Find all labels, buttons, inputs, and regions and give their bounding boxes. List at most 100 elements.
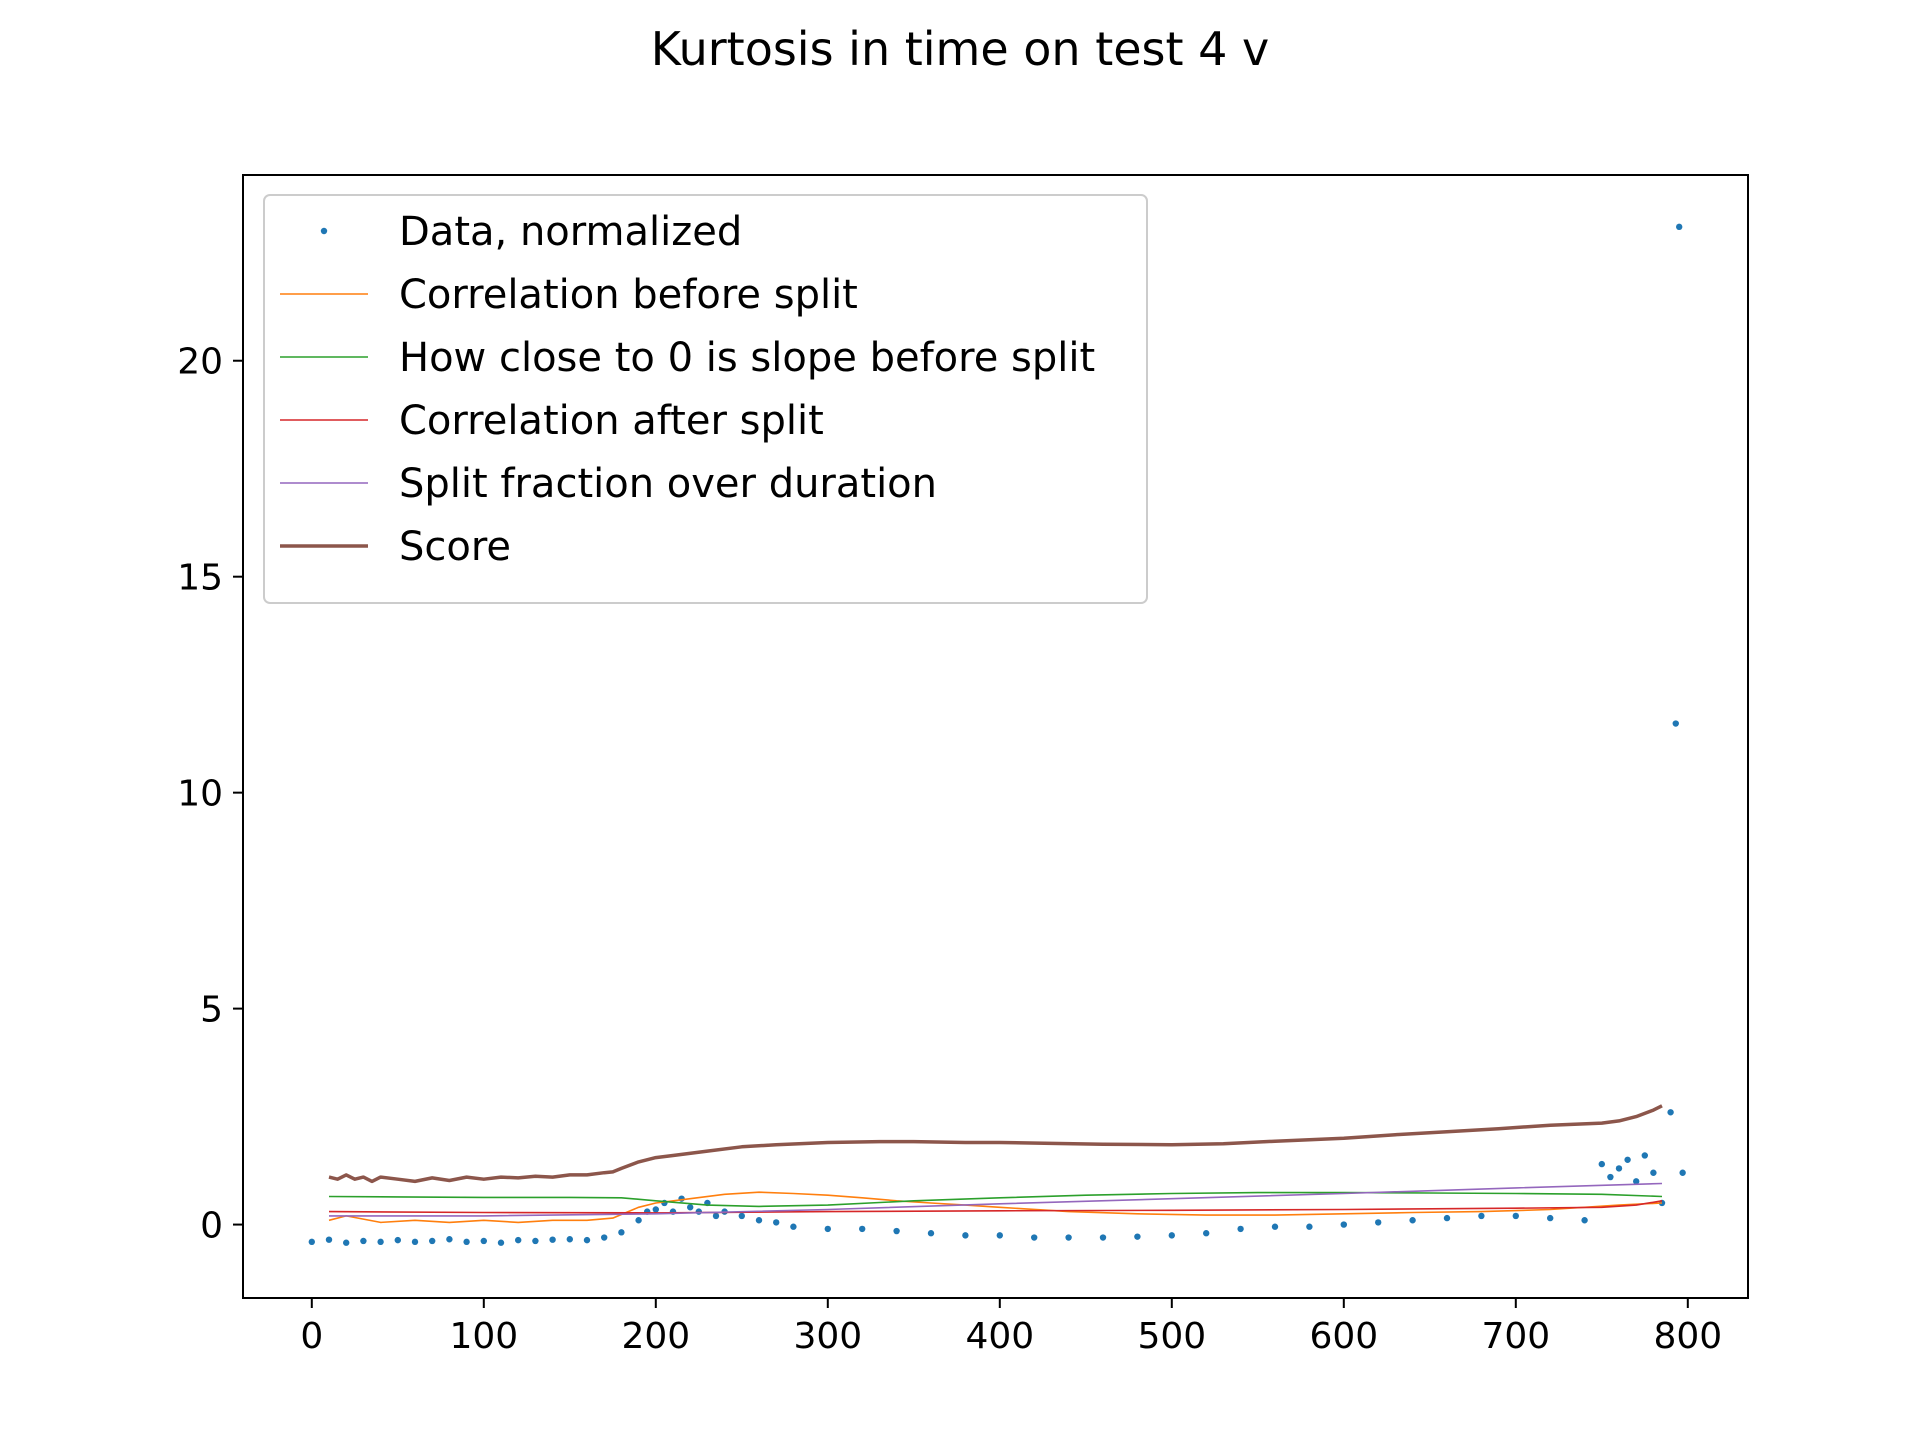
series-line-correlation-after-split <box>328 1200 1663 1214</box>
legend-label: Score <box>399 524 511 570</box>
data-point <box>1237 1225 1244 1233</box>
data-point <box>601 1234 608 1241</box>
data-point <box>618 1229 625 1236</box>
data-point <box>1065 1234 1072 1241</box>
axes-frame <box>242 174 1749 1299</box>
y-tick-label: 15 <box>177 558 223 599</box>
y-tick-label: 20 <box>177 342 223 383</box>
data-point <box>1512 1212 1520 1220</box>
y-tick-label: 5 <box>200 990 223 1031</box>
x-tick-label: 300 <box>793 1316 862 1357</box>
legend-item-split-fraction-over-duration: Split fraction over duration <box>280 461 937 507</box>
legend-item-correlation-before-split: Correlation before split <box>280 272 858 318</box>
data-point <box>325 1236 333 1243</box>
data-point <box>1375 1219 1382 1226</box>
data-point <box>549 1236 556 1243</box>
data-point <box>1099 1234 1107 1241</box>
x-tick-label: 200 <box>621 1316 690 1357</box>
x-tick-label: 600 <box>1309 1316 1378 1357</box>
data-point <box>1679 1169 1686 1176</box>
x-tick-label: 800 <box>1653 1316 1722 1357</box>
data-point <box>1409 1217 1416 1224</box>
legend-item-score: Score <box>280 524 511 570</box>
data-point <box>429 1237 436 1245</box>
data-point <box>1547 1214 1554 1222</box>
data-point <box>1667 1109 1674 1116</box>
data-point <box>824 1225 831 1233</box>
data-point <box>738 1212 745 1220</box>
data-point <box>635 1217 642 1224</box>
y-tick-label: 10 <box>177 774 223 815</box>
x-tick-label: 0 <box>300 1316 323 1357</box>
data-point <box>893 1227 900 1235</box>
data-point <box>411 1238 419 1246</box>
data-point <box>859 1225 866 1233</box>
series-line-score <box>328 1104 1663 1184</box>
data-point <box>343 1239 350 1246</box>
data-point <box>695 1208 702 1215</box>
data-point <box>1650 1169 1657 1176</box>
data-point <box>1340 1221 1348 1228</box>
data-point <box>927 1230 935 1237</box>
legend-marker <box>320 227 328 235</box>
x-tick-label: 100 <box>449 1316 518 1357</box>
axes: 0 100 200 300 400 500 600 700 800 0 5 10 15 20 <box>177 342 1722 1357</box>
data-point <box>962 1232 969 1239</box>
data-point <box>480 1237 487 1245</box>
series-line-how-close-to-0-is-slope-before-split <box>328 1191 1663 1208</box>
plot-area <box>308 223 1686 1246</box>
data-point <box>515 1236 522 1244</box>
series-line-correlation-before-split <box>328 1191 1663 1224</box>
data-point <box>360 1237 367 1245</box>
data-point <box>1641 1152 1649 1159</box>
data-point <box>583 1236 591 1244</box>
data-point <box>446 1236 453 1243</box>
data-point <box>1624 1156 1631 1163</box>
data-point <box>1615 1165 1623 1172</box>
data-point <box>1598 1160 1606 1168</box>
data-point <box>1581 1217 1588 1224</box>
data-point <box>1203 1230 1210 1237</box>
legend-item-correlation-after-split: Correlation after split <box>280 398 824 444</box>
data-point <box>687 1204 694 1211</box>
legend-label: Split fraction over duration <box>399 461 937 507</box>
data-point <box>652 1206 659 1213</box>
legend-label: Correlation before split <box>399 272 858 318</box>
data-point <box>1607 1173 1614 1181</box>
data-point <box>790 1223 797 1230</box>
x-tick-label: 700 <box>1481 1316 1550 1357</box>
data-point <box>1271 1223 1279 1230</box>
x-tick-label: 500 <box>1137 1316 1206 1357</box>
legend-item-how-close-to-0-is-slope-before-split: How close to 0 is slope before split <box>280 335 1095 381</box>
legend-item-data-normalized: Data, normalized <box>320 209 742 255</box>
data-point <box>463 1238 470 1246</box>
data-point <box>394 1236 401 1244</box>
data-point <box>1031 1234 1038 1241</box>
data-point <box>1134 1233 1141 1240</box>
data-point <box>1672 720 1679 727</box>
y-tick-label: 0 <box>200 1206 223 1247</box>
data-point <box>377 1238 384 1246</box>
data-point <box>712 1212 720 1220</box>
legend-label: Data, normalized <box>399 209 742 255</box>
chart-title: Kurtosis in time on test 4 v <box>651 22 1270 76</box>
data-point <box>678 1195 685 1202</box>
data-point <box>1306 1223 1313 1230</box>
data-point <box>1443 1214 1451 1222</box>
data-point <box>773 1219 780 1226</box>
x-tick-label: 400 <box>965 1316 1034 1357</box>
data-point <box>532 1237 539 1245</box>
data-point <box>755 1217 763 1224</box>
legend: Data, normalized Correlation before split… <box>263 194 1148 604</box>
legend-label: Correlation after split <box>399 398 824 444</box>
data-point <box>497 1239 505 1246</box>
data-point <box>308 1238 315 1246</box>
data-point <box>566 1236 573 1243</box>
data-point <box>1676 223 1683 231</box>
data-point <box>1478 1212 1485 1220</box>
data-point <box>1168 1232 1176 1239</box>
series-line-split-fraction-over-duration <box>329 1182 1663 1217</box>
data-point <box>996 1232 1003 1239</box>
data-point <box>1633 1178 1640 1185</box>
